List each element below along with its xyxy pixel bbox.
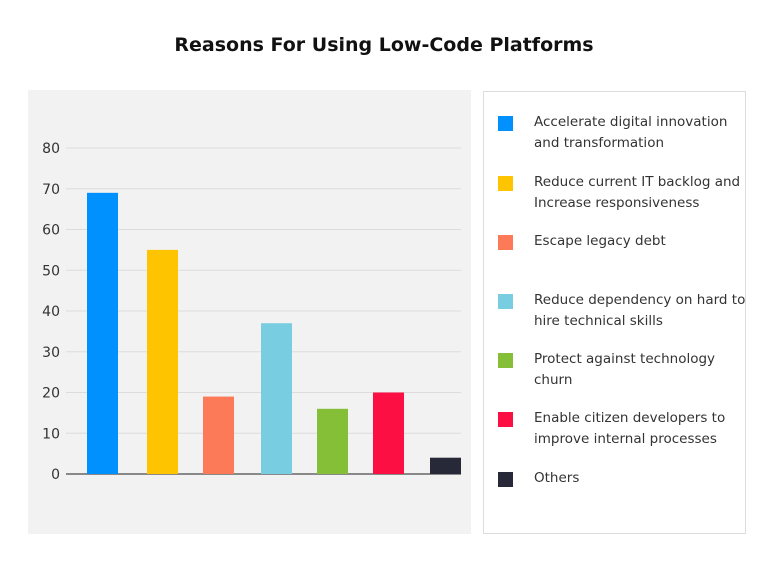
legend-swatch bbox=[498, 176, 513, 191]
legend-label: Reduce dependency on hard to hire techni… bbox=[534, 292, 746, 329]
bar-5 bbox=[317, 408, 348, 474]
y-tick-label: 70 bbox=[42, 182, 60, 198]
bar-4 bbox=[261, 323, 292, 474]
legend: Accelerate digital innovation and transf… bbox=[483, 91, 746, 534]
y-tick-label: 10 bbox=[42, 426, 60, 442]
plot-area: 0 10 20 30 40 50 60 70 80 bbox=[28, 90, 471, 534]
legend-swatch bbox=[498, 116, 513, 131]
bar-2 bbox=[147, 249, 178, 474]
y-tick-label: 20 bbox=[42, 386, 60, 402]
legend-label: Escape legacy debt bbox=[534, 233, 666, 249]
bar-6 bbox=[373, 392, 404, 474]
legend-swatch bbox=[498, 472, 513, 487]
legend-label: Accelerate digital innovation and transf… bbox=[534, 114, 728, 151]
y-tick-label: 60 bbox=[42, 223, 60, 239]
legend-swatch bbox=[498, 294, 513, 309]
y-tick-label: 30 bbox=[42, 345, 60, 361]
legend-label: Reduce current IT backlog and Increase r… bbox=[534, 174, 741, 211]
legend-label: Enable citizen developers to improve int… bbox=[534, 410, 726, 447]
bar-3 bbox=[203, 396, 234, 474]
bar-7 bbox=[430, 457, 461, 474]
legend-swatch bbox=[498, 353, 513, 368]
legend-label: Protect against technology churn bbox=[534, 351, 716, 388]
bar-chart: 0 10 20 30 40 50 60 70 80 bbox=[42, 141, 461, 483]
bar-1 bbox=[87, 192, 118, 474]
y-tick-label: 0 bbox=[51, 467, 60, 483]
y-tick-label: 80 bbox=[42, 141, 60, 157]
y-tick-label: 50 bbox=[42, 263, 60, 279]
y-tick-label: 40 bbox=[42, 304, 60, 320]
chart-title: Reasons For Using Low-Code Platforms bbox=[174, 34, 594, 56]
legend-swatch bbox=[498, 412, 513, 427]
legend-swatch bbox=[498, 235, 513, 250]
legend-label: Others bbox=[534, 470, 580, 486]
